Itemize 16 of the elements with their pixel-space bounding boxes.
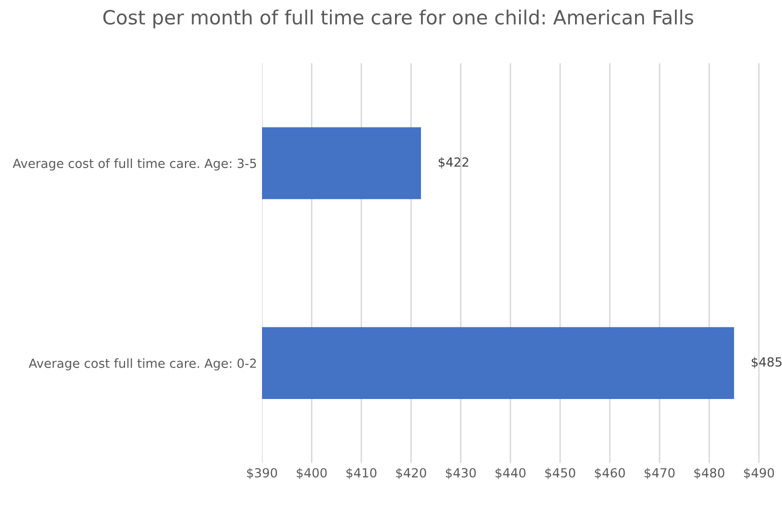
- data-label: $422: [438, 157, 468, 168]
- x-tick-label: $470: [644, 468, 675, 480]
- x-tick-label: $410: [346, 468, 376, 480]
- x-tick-label: $420: [396, 468, 426, 480]
- x-tick-label: $430: [446, 468, 476, 480]
- x-tick-label: $400: [296, 468, 327, 480]
- data-label: $485: [752, 357, 782, 368]
- x-tick-label: $490: [744, 468, 774, 480]
- x-tick-label: $480: [694, 468, 724, 480]
- x-tick-label: $440: [496, 468, 526, 480]
- x-tick-label: $450: [545, 468, 576, 480]
- chart-title: Cost per month of full time care for one child: American Falls: [103, 10, 694, 28]
- x-tick-label: $460: [594, 468, 625, 480]
- y-tick-label: Average cost full time care. Age: 0-2: [28, 358, 256, 370]
- y-tick-label: Average cost of full time care. Age: 3-5: [12, 158, 256, 171]
- x-tick-label: $390: [247, 468, 278, 480]
